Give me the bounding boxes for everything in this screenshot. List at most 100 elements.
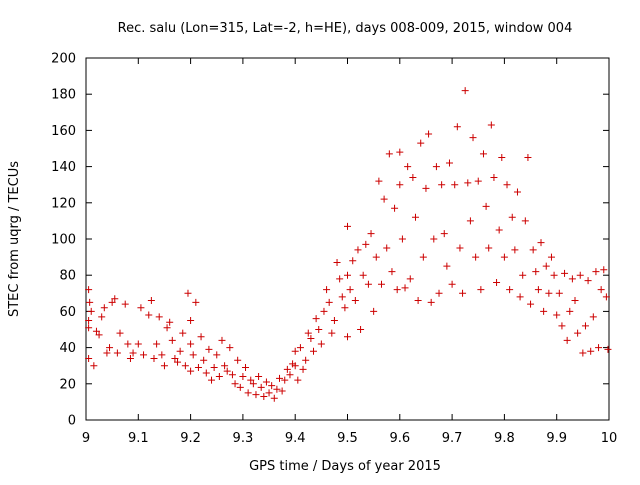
- data-point: [213, 351, 221, 359]
- data-point: [367, 230, 375, 238]
- data-point: [440, 230, 448, 238]
- y-tick-label: 100: [51, 233, 76, 248]
- data-point: [372, 253, 380, 261]
- data-point: [422, 184, 430, 192]
- data-point: [236, 383, 244, 391]
- data-point: [398, 235, 406, 243]
- data-point: [587, 347, 595, 355]
- data-point: [602, 293, 610, 301]
- data-point: [493, 278, 501, 286]
- data-point: [592, 268, 600, 276]
- data-point: [234, 356, 242, 364]
- data-point: [456, 244, 464, 252]
- data-point: [304, 329, 312, 337]
- data-point: [346, 286, 354, 294]
- data-point: [443, 262, 451, 270]
- data-point: [100, 304, 108, 312]
- data-point: [524, 154, 532, 162]
- data-point: [511, 246, 519, 254]
- data-point: [98, 313, 106, 321]
- y-tick-label: 160: [51, 124, 76, 139]
- x-axis-label: GPS time / Days of year 2015: [249, 459, 441, 474]
- data-point: [257, 383, 265, 391]
- data-point: [513, 188, 521, 196]
- data-point: [90, 362, 98, 370]
- x-tick-label: 9.2: [180, 431, 201, 446]
- data-point: [249, 380, 257, 388]
- data-point: [320, 307, 328, 315]
- data-points: [85, 87, 612, 402]
- data-point: [86, 298, 94, 306]
- data-point: [325, 298, 333, 306]
- data-point: [296, 344, 304, 352]
- data-point: [411, 213, 419, 221]
- data-point: [401, 284, 409, 292]
- data-point: [103, 349, 111, 357]
- data-point: [438, 181, 446, 189]
- data-point: [571, 297, 579, 305]
- data-point: [317, 340, 325, 348]
- x-axis-ticks: 9 9.1 9.2 9.3 9.4 9.5 9.6 9.7 9.8 9.9 10: [82, 58, 617, 446]
- data-point: [247, 376, 255, 384]
- data-point: [472, 253, 480, 261]
- data-point: [344, 271, 351, 279]
- data-point: [85, 324, 93, 332]
- data-point: [448, 280, 456, 288]
- data-point: [200, 356, 208, 364]
- data-point: [589, 313, 597, 321]
- data-point: [226, 344, 234, 352]
- data-point: [532, 268, 540, 276]
- data-point: [453, 123, 461, 131]
- data-point: [396, 181, 404, 189]
- data-point: [354, 246, 362, 254]
- data-point: [194, 364, 202, 372]
- data-point: [187, 340, 195, 348]
- data-point: [430, 235, 438, 243]
- x-tick-label: 9.4: [285, 431, 306, 446]
- data-point: [168, 336, 176, 344]
- data-point: [260, 392, 268, 400]
- data-point: [310, 347, 318, 355]
- data-point: [427, 298, 435, 306]
- data-point: [108, 298, 116, 306]
- data-point: [330, 316, 338, 324]
- y-tick-label: 0: [68, 414, 76, 429]
- data-point: [192, 298, 200, 306]
- data-point: [574, 329, 582, 337]
- data-point: [134, 340, 142, 348]
- data-point: [579, 349, 587, 357]
- data-point: [85, 354, 93, 362]
- data-point: [561, 269, 569, 277]
- data-point: [294, 376, 302, 384]
- data-point: [215, 373, 223, 381]
- data-point: [341, 304, 349, 312]
- x-tick-label: 9.3: [233, 431, 254, 446]
- data-point: [479, 150, 487, 158]
- data-point: [576, 271, 584, 279]
- data-point: [333, 259, 341, 267]
- data-point: [527, 300, 535, 308]
- data-point: [380, 195, 388, 203]
- data-point: [359, 271, 367, 279]
- data-point: [176, 347, 184, 355]
- data-point: [563, 336, 571, 344]
- x-tick-label: 10: [601, 431, 618, 446]
- data-point: [291, 362, 299, 370]
- data-point: [85, 316, 93, 324]
- data-point: [106, 344, 114, 352]
- data-point: [323, 286, 331, 294]
- data-point: [566, 307, 574, 315]
- data-point: [464, 179, 472, 187]
- data-point: [278, 387, 286, 395]
- data-point: [581, 322, 589, 330]
- data-point: [174, 358, 182, 366]
- data-point: [537, 239, 545, 247]
- data-point: [262, 378, 270, 386]
- data-point: [516, 293, 524, 301]
- data-point: [158, 351, 166, 359]
- data-point: [160, 362, 168, 370]
- data-point: [242, 364, 250, 372]
- data-point: [244, 389, 252, 397]
- data-point: [221, 362, 229, 370]
- data-point: [445, 159, 453, 167]
